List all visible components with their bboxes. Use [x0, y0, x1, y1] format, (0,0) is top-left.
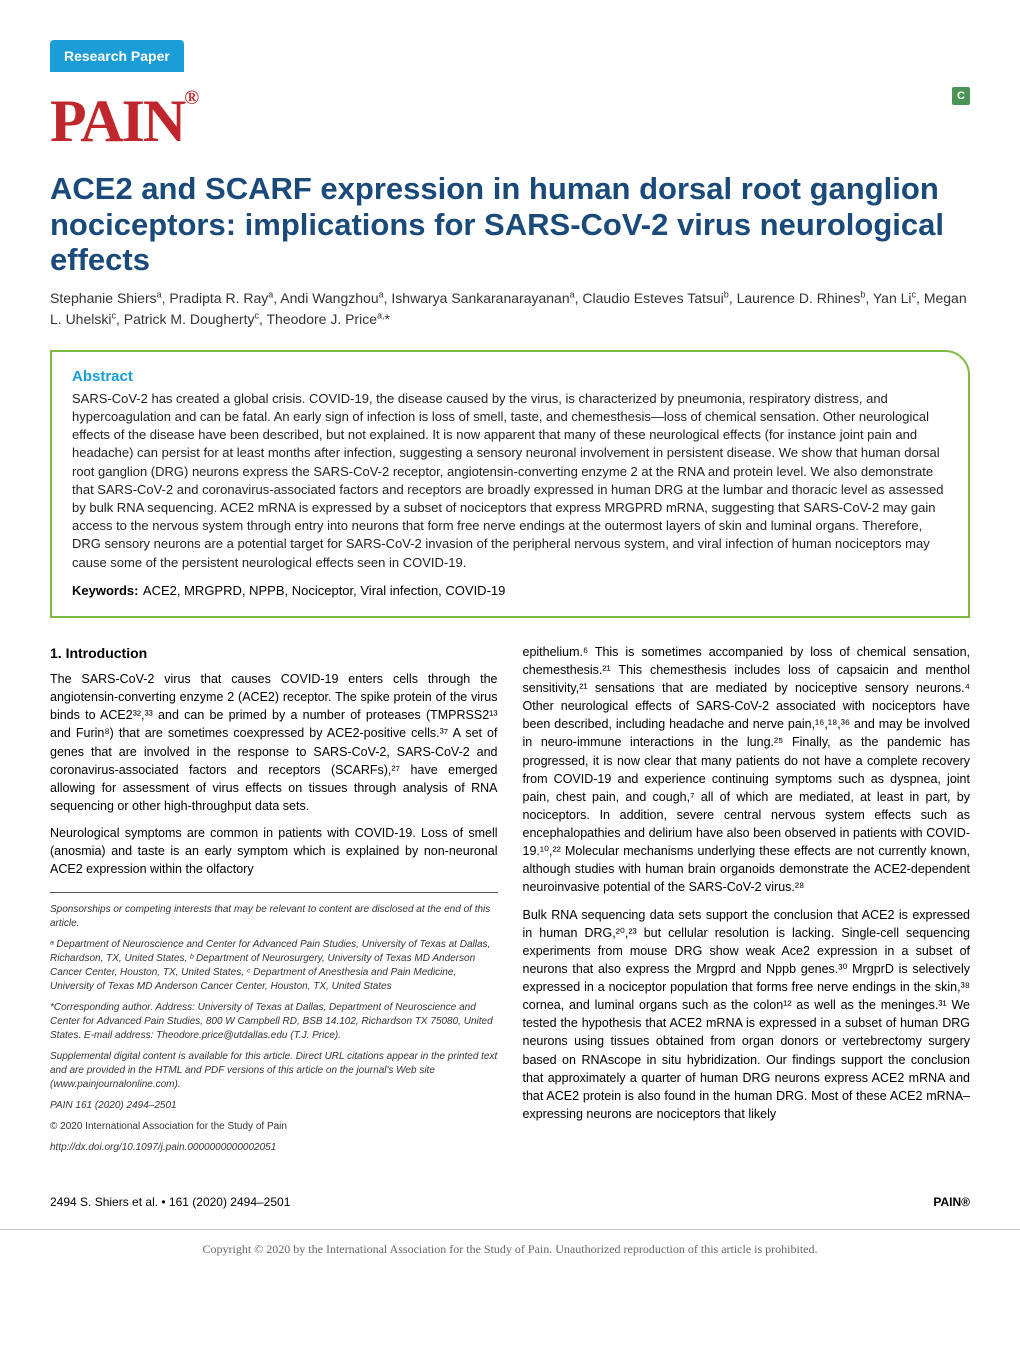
footnote-supplemental: Supplemental digital content is availabl… [50, 1050, 498, 1092]
keywords-text: ACE2, MRGPRD, NPPB, Nociceptor, Viral in… [143, 583, 505, 598]
abstract-box: Abstract SARS-CoV-2 has created a global… [50, 350, 970, 618]
page-footer: 2494 S. Shiers et al. • 161 (2020) 2494–… [50, 1187, 970, 1209]
page-container: Research Paper PAIN® C ACE2 and SCARF ex… [0, 0, 1020, 1229]
footnote-affiliations: ᵃ Department of Neuroscience and Center … [50, 938, 498, 994]
footnotes-block: Sponsorships or competing interests that… [50, 892, 498, 1155]
copyright-bar: Copyright © 2020 by the International As… [0, 1229, 1020, 1269]
journal-logo: PAIN® [50, 87, 197, 156]
body-paragraph: Bulk RNA sequencing data sets support th… [523, 906, 971, 1124]
two-column-body: 1. Introduction The SARS-CoV-2 virus tha… [50, 643, 970, 1163]
body-paragraph: Neurological symptoms are common in pati… [50, 824, 498, 878]
footnote-corresponding: *Corresponding author. Address: Universi… [50, 1001, 498, 1043]
footnote-citation: PAIN 161 (2020) 2494–2501 [50, 1099, 498, 1113]
journal-name: PAIN [50, 88, 184, 154]
header-row: PAIN® C [50, 87, 970, 156]
left-column: 1. Introduction The SARS-CoV-2 virus tha… [50, 643, 498, 1163]
corner-badge: C [952, 87, 970, 105]
right-column: epithelium.⁶ This is sometimes accompani… [523, 643, 971, 1163]
article-title: ACE2 and SCARF expression in human dorsa… [50, 171, 970, 278]
footnote-copyright: © 2020 International Association for the… [50, 1120, 498, 1134]
footnote-sponsorship: Sponsorships or competing interests that… [50, 903, 498, 931]
abstract-label: Abstract [72, 368, 948, 385]
body-paragraph: The SARS-CoV-2 virus that causes COVID-1… [50, 670, 498, 815]
author-list: Stephanie Shiersa, Pradipta R. Raya, And… [50, 288, 970, 330]
footer-right: PAIN® [933, 1195, 970, 1209]
abstract-text: SARS-CoV-2 has created a global crisis. … [72, 390, 948, 572]
footnote-doi: http://dx.doi.org/10.1097/j.pain.0000000… [50, 1141, 498, 1155]
body-paragraph: epithelium.⁶ This is sometimes accompani… [523, 643, 971, 897]
section-heading-intro: 1. Introduction [50, 643, 498, 663]
footer-left: 2494 S. Shiers et al. • 161 (2020) 2494–… [50, 1195, 290, 1209]
registered-mark: ® [184, 87, 197, 109]
keywords-row: Keywords: ACE2, MRGPRD, NPPB, Nociceptor… [72, 582, 948, 600]
research-paper-tag: Research Paper [50, 40, 184, 72]
keywords-label: Keywords: [72, 583, 138, 598]
